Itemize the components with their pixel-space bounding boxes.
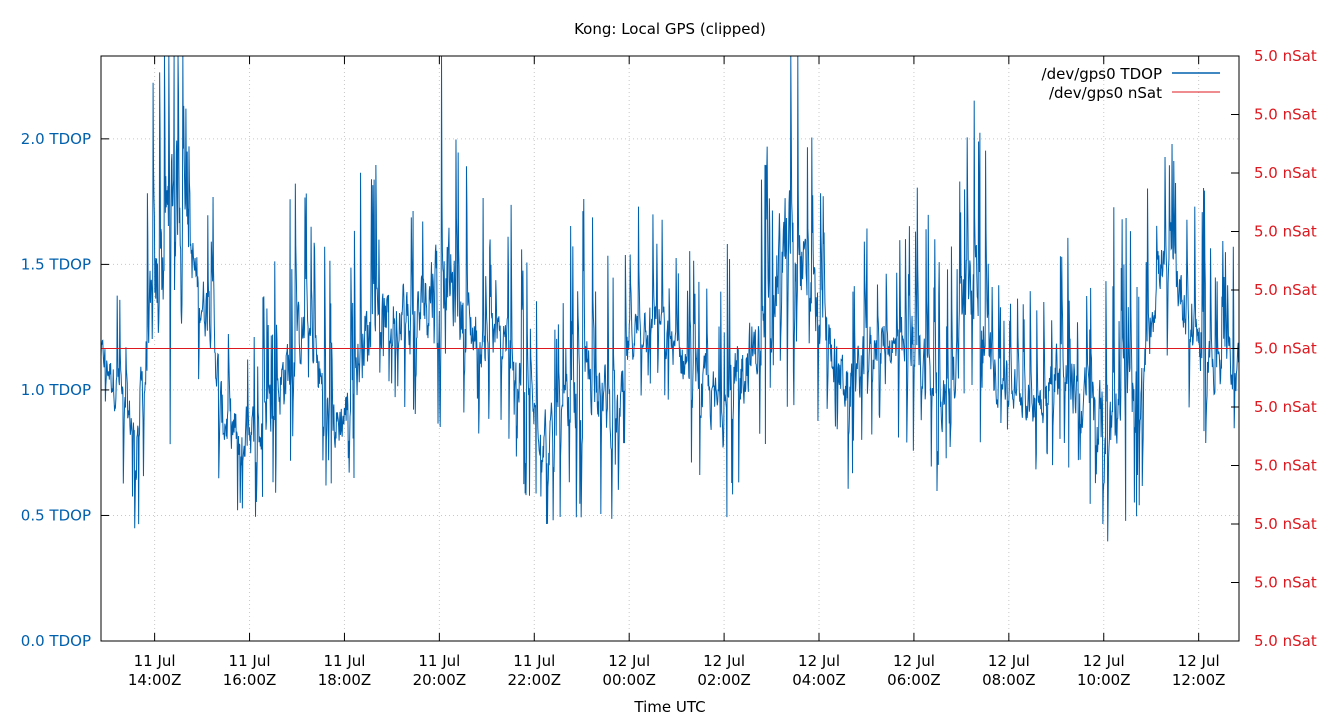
x-tick-time-label: 16:00Z [223, 671, 277, 689]
x-tick-date-label: 12 Jul [703, 652, 745, 670]
x-tick-time-label: 06:00Z [887, 671, 941, 689]
y-right-tick-label: 5.0 nSat [1254, 457, 1317, 475]
y-right-tick-label: 5.0 nSat [1254, 164, 1317, 182]
x-tick-time-label: 12:00Z [1172, 671, 1226, 689]
plot-area [100, 55, 1240, 542]
y-right-tick-label: 5.0 nSat [1254, 106, 1317, 124]
x-tick-date-label: 12 Jul [798, 652, 840, 670]
tdop-series-line [100, 55, 1240, 542]
x-tick-date-label: 12 Jul [1083, 652, 1125, 670]
x-tick-date-label: 12 Jul [893, 652, 935, 670]
x-tick-time-label: 08:00Z [982, 671, 1036, 689]
x-tick-date-label: 11 Jul [134, 652, 176, 670]
x-tick-date-label: 11 Jul [418, 652, 460, 670]
y-right-tick-label: 5.0 nSat [1254, 47, 1317, 65]
legend-label-nsat: /dev/gps0 nSat [1049, 84, 1162, 102]
x-tick-time-label: 00:00Z [602, 671, 656, 689]
y-left-tick-label: 1.0 TDOP [21, 381, 91, 399]
x-tick-time-label: 10:00Z [1077, 671, 1131, 689]
y-left-tick-label: 2.0 TDOP [21, 130, 91, 148]
x-tick-date-label: 12 Jul [1178, 652, 1220, 670]
y-right-tick-label: 5.0 nSat [1254, 515, 1317, 533]
legend: /dev/gps0 TDOP /dev/gps0 nSat [1042, 65, 1220, 102]
y-right-tick-label: 5.0 nSat [1254, 574, 1317, 592]
y-right-tick-label: 5.0 nSat [1254, 632, 1317, 650]
x-axis-label: Time UTC [633, 698, 705, 716]
x-tick-date-label: 12 Jul [608, 652, 650, 670]
y-left-tick-label: 1.5 TDOP [21, 255, 91, 273]
legend-label-tdop: /dev/gps0 TDOP [1042, 65, 1162, 83]
y-left-tick-label: 0.5 TDOP [21, 506, 91, 524]
x-tick-date-label: 12 Jul [988, 652, 1030, 670]
x-tick-time-label: 02:00Z [697, 671, 751, 689]
y-right-axis: 5.0 nSat 5.0 nSat 5.0 nSat 5.0 nSat 5.0 nSat… [1231, 47, 1317, 650]
y-left-axis: 0.0 TDOP 0.5 TDOP 1.0 TDOP 1.5 TDOP 2.0 TDOP [21, 130, 109, 650]
chart-title: Kong: Local GPS (clipped) [574, 20, 766, 38]
x-tick-time-label: 22:00Z [508, 671, 562, 689]
y-right-tick-label: 5.0 nSat [1254, 398, 1317, 416]
y-right-tick-label: 5.0 nSat [1254, 281, 1317, 299]
x-tick-time-label: 18:00Z [318, 671, 372, 689]
x-tick-date-label: 11 Jul [323, 652, 365, 670]
y-left-tick-label: 0.0 TDOP [21, 632, 91, 650]
x-tick-time-label: 20:00Z [413, 671, 467, 689]
x-tick-date-label: 11 Jul [229, 652, 271, 670]
y-right-tick-label: 5.0 nSat [1254, 223, 1317, 241]
x-tick-time-label: 04:00Z [792, 671, 846, 689]
x-tick-date-label: 11 Jul [513, 652, 555, 670]
y-right-tick-label: 5.0 nSat [1254, 340, 1317, 358]
x-tick-time-label: 14:00Z [128, 671, 182, 689]
